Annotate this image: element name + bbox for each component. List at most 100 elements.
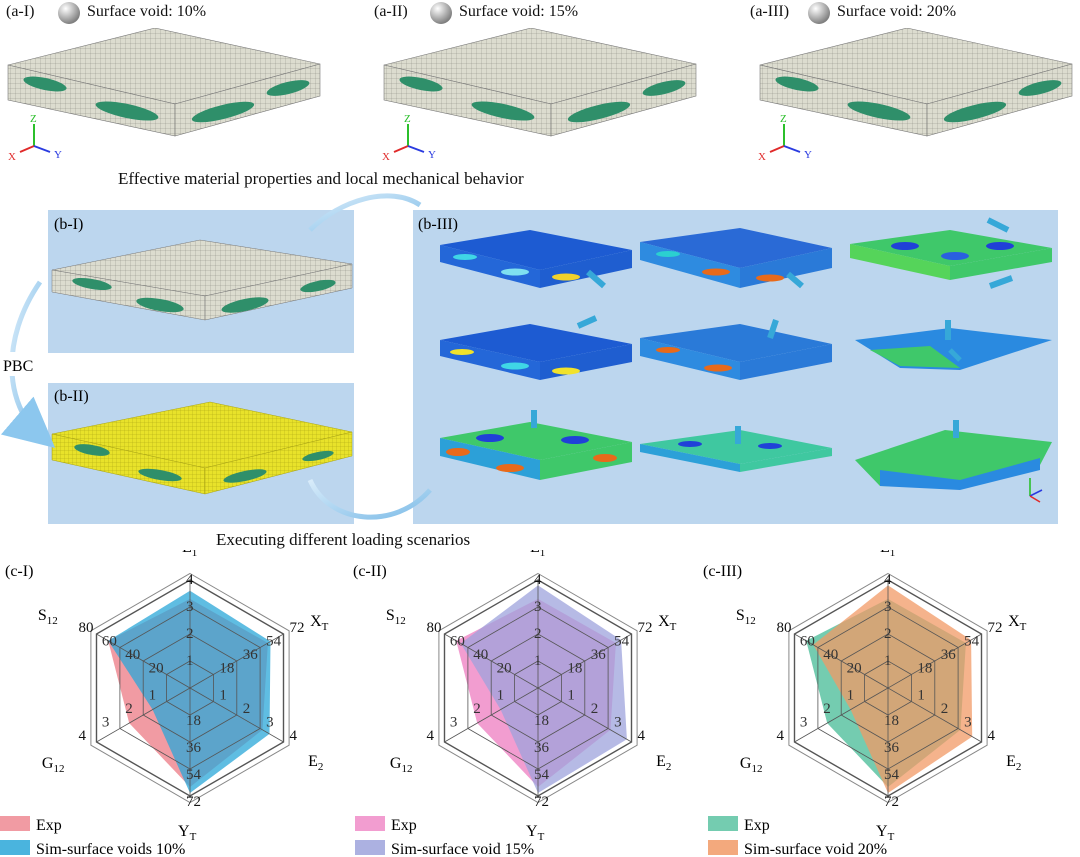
axis-z-label: Z	[30, 113, 37, 125]
axis-x-label: X	[8, 151, 16, 163]
panel-label-b1: (b-I)	[54, 216, 83, 233]
radar-axis-name: E2	[308, 753, 323, 773]
radar-tick-label: 36	[534, 740, 550, 756]
axis-triad-b3	[1029, 478, 1043, 503]
radar-axis-name: YT	[526, 823, 545, 843]
pbc-label-bg	[0, 352, 44, 376]
radar-spoke	[887, 687, 982, 743]
radar-tick-label: 3	[450, 715, 458, 731]
radar-tick-label: 72	[534, 794, 549, 810]
radar-tick-label: 36	[884, 740, 900, 756]
radar-tick-label: 18	[567, 661, 582, 677]
radar-axis-name: G12	[390, 755, 413, 775]
row-a-slabs: Z X Y Z X Y Z X Y	[7, 28, 1073, 163]
radar-tick-label: 18	[219, 661, 234, 677]
radar-spoke	[444, 687, 539, 743]
radar-spoke	[189, 687, 284, 743]
radar-axis-name: S12	[736, 607, 756, 627]
radar-tick-label: 1	[534, 653, 542, 669]
radar-axis-name: XT	[658, 613, 677, 633]
radar-tick-label: 80	[79, 620, 94, 636]
legend-label: Sim-surface void 20%	[744, 841, 887, 857]
panel-label-b2: (b-II)	[54, 388, 89, 405]
radar-axis-name: XT	[310, 613, 329, 633]
loading-case-8	[640, 426, 832, 472]
radar-tick-label: 40	[125, 647, 140, 663]
radar-spoke	[96, 687, 191, 743]
radar-tick-label: 2	[884, 626, 892, 642]
radar-spoke	[189, 633, 284, 689]
radar-tick-label: 1	[847, 688, 855, 704]
radar-spoke	[794, 633, 889, 689]
legend-label: Exp	[391, 817, 417, 834]
loading-case-2	[640, 228, 832, 289]
radar-tick-label: 3	[102, 715, 110, 731]
axis-x-label: X	[382, 151, 390, 163]
radar-tick-label: 54	[614, 634, 630, 650]
radar-tick-label: 72	[290, 620, 305, 636]
radar-tick-label: 4	[427, 728, 435, 744]
void-label-a3: Surface void: 20%	[837, 3, 957, 20]
radar-axis-name: YT	[178, 823, 197, 843]
void-label-a1: Surface void: 10%	[87, 3, 207, 20]
radar-tick-label: 2	[186, 626, 194, 642]
radar-frame	[90, 572, 290, 804]
radar-tick-label: 4	[777, 728, 785, 744]
panel-label-a3: (a-III)	[750, 3, 790, 20]
legend-label: Exp	[36, 817, 62, 834]
legend-swatch	[0, 840, 30, 855]
sphere-icon	[430, 2, 452, 24]
radar-panel-label: (c-II)	[353, 563, 387, 580]
radar-tick-label: 18	[186, 713, 201, 729]
radar-spoke	[794, 687, 889, 743]
axis-triad-a1: Z X Y	[8, 113, 62, 163]
legend-label: Sim-surface voids 10%	[36, 841, 185, 857]
radar-axis-name: E2	[1006, 753, 1021, 773]
radar-tick-label: 60	[800, 634, 815, 650]
radar-axis-name: G12	[42, 755, 65, 775]
radar-tick-label: 54	[964, 634, 980, 650]
radar-panel-label: (c-I)	[5, 563, 33, 580]
slab-a3	[759, 28, 1073, 137]
caption-top: Effective material properties and local …	[118, 169, 524, 188]
radar-tick-label: 1	[567, 688, 575, 704]
radar-tick-label: 20	[149, 661, 164, 677]
radar-tick-label: 1	[219, 688, 227, 704]
radar-tick-label: 20	[847, 661, 862, 677]
radar-axis-name: YT	[876, 823, 895, 843]
row-b: (b-I) (b-II) PBC (b-III)	[0, 193, 1058, 524]
radar-axis-name: S12	[386, 607, 406, 627]
slab-a2	[383, 28, 697, 137]
radar-spoke	[887, 633, 982, 689]
radar-tick-label: 3	[266, 715, 274, 731]
legend-swatch	[355, 816, 385, 831]
radar-charts: (c-I)1234E118365472XT1234E218365472YT123…	[0, 550, 1027, 857]
radar-tick-label: 18	[534, 713, 549, 729]
radar-axis-name: XT	[1008, 613, 1027, 633]
slab-a1	[7, 28, 321, 137]
axis-z-label: Z	[404, 113, 411, 125]
radar-tick-label: 54	[534, 767, 550, 783]
radar-axis-name: G12	[740, 755, 763, 775]
radar-series-sim	[813, 585, 973, 793]
axis-y-label: Y	[428, 149, 436, 161]
panel-label-a2: (a-II)	[374, 3, 408, 20]
loading-case-3	[850, 217, 1052, 289]
radar-tick-label: 2	[534, 626, 542, 642]
radar-tick-label: 4	[884, 572, 892, 588]
radar-tick-label: 80	[427, 620, 442, 636]
radar-tick-label: 1	[497, 688, 505, 704]
radar-tick-label: 2	[941, 701, 949, 717]
axis-y-label: Y	[804, 149, 812, 161]
axis-triad-a3: Z X Y	[758, 113, 812, 163]
radar-axis-name: E2	[656, 753, 671, 773]
radar-tick-label: 54	[266, 634, 282, 650]
radar-tick-label: 2	[591, 701, 599, 717]
radar-tick-label: 2	[125, 701, 133, 717]
radar-tick-label: 3	[800, 715, 808, 731]
radar-tick-label: 20	[497, 661, 512, 677]
radar-tick-label: 40	[823, 647, 838, 663]
caption-mid: Executing different loading scenarios	[216, 530, 471, 549]
legend-label: Sim-surface void 15%	[391, 841, 534, 857]
axis-triad-a2: Z X Y	[382, 113, 436, 163]
